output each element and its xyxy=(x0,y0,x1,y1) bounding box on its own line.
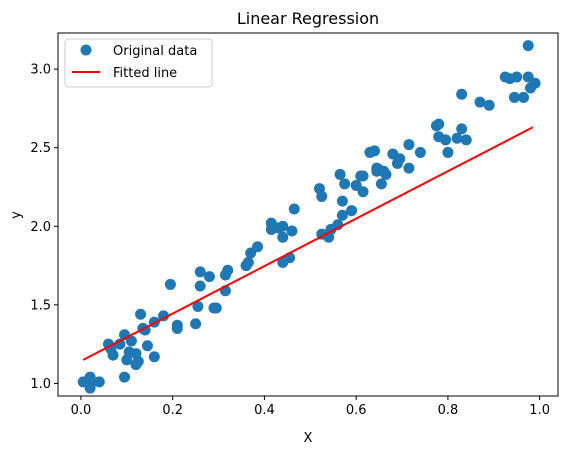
data-point xyxy=(460,134,472,146)
data-point xyxy=(84,382,96,394)
legend-scatter-marker xyxy=(80,44,92,56)
legend-label-fitted-line: Fitted line xyxy=(113,66,177,81)
data-point xyxy=(336,195,348,207)
data-point xyxy=(474,96,486,108)
x-tick-label: 0.8 xyxy=(438,403,459,418)
y-axis-label: y xyxy=(9,211,24,219)
data-point xyxy=(357,170,369,182)
x-tick-label: 0.0 xyxy=(71,403,92,418)
y-tick-label: 3.0 xyxy=(30,63,51,78)
y-tick-label: 1.5 xyxy=(30,298,51,313)
data-point xyxy=(414,146,426,158)
data-point xyxy=(203,271,215,283)
data-point xyxy=(518,91,530,103)
data-point xyxy=(403,139,415,151)
data-point xyxy=(135,308,147,320)
data-point xyxy=(433,118,445,130)
data-point xyxy=(125,335,137,347)
data-point xyxy=(190,318,202,330)
data-point xyxy=(93,376,105,388)
fitted-line xyxy=(82,126,534,361)
data-point xyxy=(529,77,541,89)
x-tick-label: 1.0 xyxy=(529,403,550,418)
data-point xyxy=(277,231,289,243)
data-point xyxy=(511,71,523,83)
data-point xyxy=(286,225,298,237)
data-point xyxy=(192,300,204,312)
data-point xyxy=(316,190,328,202)
data-point xyxy=(242,256,254,268)
data-point xyxy=(508,91,520,103)
data-point xyxy=(107,349,119,361)
x-tick-label: 0.4 xyxy=(254,403,275,418)
data-point xyxy=(456,123,468,135)
legend-box xyxy=(64,38,213,88)
data-point xyxy=(483,99,495,111)
data-point xyxy=(442,146,454,158)
data-point xyxy=(357,186,369,198)
chart-title: Linear Regression xyxy=(237,9,379,28)
data-point xyxy=(141,340,153,352)
x-axis: 0.0 0.2 0.4 0.6 0.8 1.0 xyxy=(71,396,550,418)
legend: Original data Fitted line xyxy=(64,38,213,88)
data-point xyxy=(158,310,170,322)
data-point xyxy=(403,162,415,174)
y-tick-label: 2.0 xyxy=(30,220,51,235)
data-point xyxy=(171,319,183,331)
data-point xyxy=(339,178,351,190)
y-tick-label: 1.0 xyxy=(30,377,51,392)
y-axis: 1.0 1.5 2.0 2.5 3.0 xyxy=(30,63,58,392)
data-point xyxy=(456,88,468,100)
data-point xyxy=(522,40,534,52)
x-tick-label: 0.6 xyxy=(346,403,367,418)
data-point xyxy=(164,278,176,290)
data-point xyxy=(334,168,346,180)
data-point xyxy=(440,134,452,146)
plot-frame xyxy=(57,32,559,397)
legend-label-original-data: Original data xyxy=(113,44,197,59)
data-point xyxy=(194,280,206,292)
data-point xyxy=(369,145,381,157)
data-point xyxy=(222,264,234,276)
data-point xyxy=(84,371,96,383)
y-tick-label: 2.5 xyxy=(30,141,51,156)
x-axis-label: X xyxy=(304,431,313,446)
data-point xyxy=(210,302,222,314)
data-point xyxy=(346,205,358,217)
data-point xyxy=(148,351,160,363)
data-point xyxy=(394,153,406,165)
data-point xyxy=(288,203,300,215)
data-point xyxy=(252,241,264,253)
data-point xyxy=(119,371,131,383)
data-point xyxy=(375,178,387,190)
data-point xyxy=(132,355,144,367)
plot-area xyxy=(77,40,541,394)
x-tick-label: 0.2 xyxy=(162,403,183,418)
data-point xyxy=(451,132,463,144)
data-point xyxy=(336,209,348,221)
data-point xyxy=(380,168,392,180)
data-point xyxy=(277,220,289,232)
data-point xyxy=(194,266,206,278)
